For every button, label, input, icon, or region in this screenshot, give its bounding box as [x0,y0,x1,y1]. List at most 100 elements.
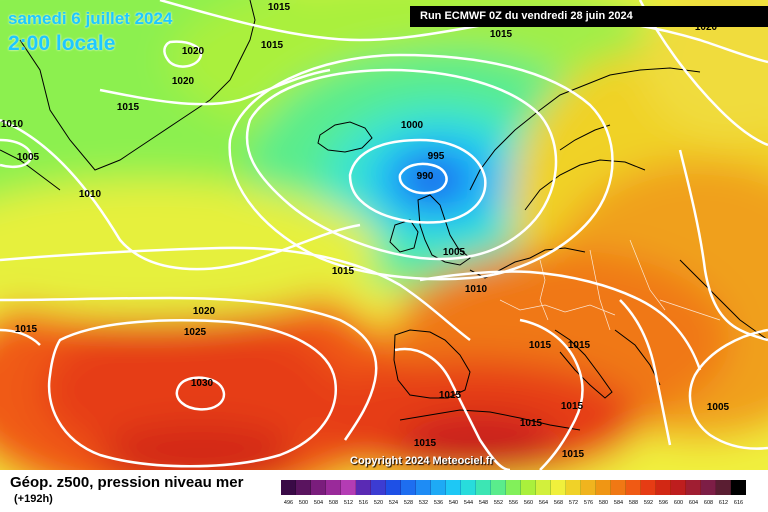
isobar-label: 1015 [439,390,462,401]
scale-label: 564 [538,500,549,506]
isobar-label: 990 [417,171,434,182]
isobar-1010-east [678,149,768,342]
isobar-label: 1015 [414,438,437,449]
scale-swatch [716,480,731,495]
scale-swatch [296,480,311,495]
scale-swatch [401,480,416,495]
scale-swatch [551,480,566,495]
isobar-label: 995 [428,151,445,162]
forecast-date: samedi 6 juillet 2024 [8,9,173,28]
scale-swatch [536,480,551,495]
scale-swatch [341,480,356,495]
isobar-label: 1015 [268,2,291,13]
copyright: Copyright 2024 Meteociel.fr [350,455,494,467]
isobar-1015-far-left [0,328,41,346]
scale-swatch [641,480,656,495]
ireland-coast [389,219,419,253]
scale-label: 520 [373,500,384,506]
scale-label: 612 [718,500,729,506]
scale-label: 536 [433,500,444,506]
isobar-label: 1020 [182,46,205,57]
isobar-1005-turkey [688,328,768,450]
map-canvas: 1015 1020 1020 1010 1005 1010 1015 1015 … [0,0,768,470]
isobar-label: 1015 [562,449,585,460]
geopotential-field [0,0,768,470]
scale-swatch [476,480,491,495]
isobar-label: 1030 [191,378,214,389]
scale-swatch [446,480,461,495]
scale-label: 568 [553,500,564,506]
isobar-1015-iberia [394,347,511,470]
scale-label: 604 [688,500,699,506]
isobar-995 [348,138,487,224]
scale-label: 512 [343,500,354,506]
scale-label: 560 [523,500,534,506]
forecast-time: 2:00 locale [8,32,116,55]
scale-label: 496 [283,500,294,506]
borders [499,239,721,331]
scale-swatch [356,480,371,495]
scale-swatch [461,480,476,495]
isobar-1010 [0,118,361,271]
scale-label: 504 [313,500,324,506]
iberia-coast [393,329,471,399]
scale-label: 580 [598,500,609,506]
scale-swatch [656,480,671,495]
isobar-label: 1010 [465,284,488,295]
scale-label: 540 [448,500,459,506]
isobar-label: 1015 [332,266,355,277]
iceland-coast [317,121,373,153]
scale-label: 524 [388,500,399,506]
run-info: Run ECMWF 0Z du vendredi 28 juin 2024 [410,6,768,27]
scale-swatch [626,480,641,495]
isobar-1015-med [519,318,584,470]
scale-label: 572 [568,500,579,506]
isobar-labels: 1015 1020 1020 1010 1005 1010 1015 1015 … [1,2,730,460]
isobar-1020 [0,296,378,441]
isobar-label: 1020 [193,306,216,317]
scale-label: 596 [658,500,669,506]
isobars [0,0,768,470]
scale-swatch [596,480,611,495]
weather-map: 1015 1020 1020 1010 1005 1010 1015 1015 … [0,0,768,470]
scale-label: 584 [613,500,624,506]
scale-label: 616 [733,500,744,506]
color-scale-labels: 496 500 504 508 512 516 520 524 528 532 536 540 544 5… [281,500,746,506]
scale-label: 608 [703,500,714,506]
isobar-1005-left [0,138,33,169]
scale-label: 548 [478,500,489,506]
isobar-1005-outer [228,53,614,281]
scale-swatch [701,480,716,495]
isobar-label: 1015 [529,340,552,351]
scale-label: 500 [298,500,309,506]
scandinavia-coast [469,67,701,191]
scale-label: 592 [643,500,654,506]
isobar-label: 1025 [184,327,207,338]
parameter-title: Géop. z500, pression niveau mer [10,474,244,491]
legend-bar: Géop. z500, pression niveau mer (+192h) … [0,470,768,512]
isobar-1020-topleft [163,40,203,68]
isobar-label: 1005 [707,402,730,413]
scale-label: 508 [328,500,339,506]
isobar-label: 1015 [261,40,284,51]
isobar-1000 [245,68,558,261]
scale-swatch [416,480,431,495]
isobar-label: 1015 [15,324,38,335]
scale-swatch [731,480,746,495]
isobar-label: 1015 [490,29,513,40]
isobar-label: 1000 [401,120,424,131]
scale-label: 532 [418,500,429,506]
north-africa-coast [399,409,581,431]
isobar-1015-europe [419,270,702,371]
scale-swatch [311,480,326,495]
isobar-label: 1015 [117,102,140,113]
scale-swatch [581,480,596,495]
lead-time: (+192h) [14,493,53,505]
scale-swatch [521,480,536,495]
isobar-1015-mid [0,246,471,341]
scale-swatch [386,480,401,495]
scale-label: 556 [508,500,519,506]
scale-swatch [506,480,521,495]
isobar-label: 1010 [79,189,102,200]
isobar-label: 1020 [695,22,718,33]
